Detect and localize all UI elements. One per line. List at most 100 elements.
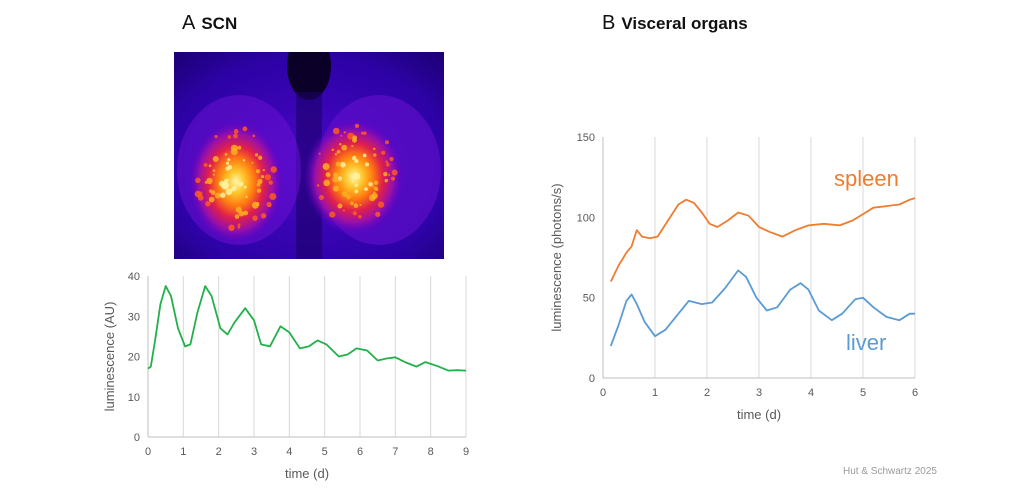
panel-b-label: Visceral organs: [621, 14, 748, 33]
cell-speckle: [331, 148, 334, 151]
cell-speckle: [256, 188, 262, 193]
cell-speckle: [319, 195, 325, 200]
x-tick-label: 4: [808, 387, 814, 399]
panel-b-title: B Visceral organs: [602, 12, 748, 35]
cell-speckle: [222, 182, 230, 190]
series-line-spleen: [609, 197, 916, 282]
cell-speckle: [332, 185, 340, 192]
cell-speckle: [260, 213, 267, 219]
cell-speckle: [363, 131, 367, 135]
cell-speckle: [235, 206, 242, 213]
cell-speckle: [373, 153, 377, 157]
cell-speckle: [340, 134, 343, 137]
cell-speckle: [234, 214, 240, 219]
cell-speckle: [258, 155, 263, 160]
x-tick-label: 7: [392, 446, 398, 458]
cell-speckle: [262, 168, 265, 172]
y-axis-label: luminescence (photons/s): [549, 183, 564, 331]
cell-speckle: [343, 131, 347, 134]
cell-speckle: [252, 134, 256, 138]
cell-speckle: [352, 211, 357, 216]
cell-speckle: [333, 127, 340, 135]
cell-speckle: [231, 186, 237, 192]
cell-speckle: [323, 179, 331, 187]
cell-speckle: [391, 169, 398, 176]
cell-speckle: [346, 194, 351, 200]
x-tick-label: 1: [180, 446, 186, 458]
cell-speckle: [373, 191, 376, 194]
cell-speckle: [325, 172, 331, 178]
cell-speckle: [268, 180, 273, 185]
cell-speckle: [342, 209, 346, 212]
cell-speckle: [368, 194, 376, 202]
cell-speckle: [225, 188, 233, 196]
cell-speckle: [375, 211, 381, 217]
cell-speckle: [351, 155, 357, 161]
cell-speckle: [245, 195, 248, 198]
cell-speckle: [238, 181, 244, 187]
panel-a-letter: A: [182, 12, 196, 34]
x-tick-label: 0: [145, 446, 151, 458]
series-line-scn: [147, 285, 467, 372]
cell-speckle: [334, 152, 338, 156]
cell-speckle: [322, 163, 330, 171]
cell-speckle: [373, 180, 379, 186]
cell-speckle: [220, 192, 226, 198]
scn-bioluminescence-image: [174, 52, 444, 259]
cell-speckle: [384, 178, 388, 183]
cell-speckle: [359, 203, 362, 206]
cell-speckle: [350, 201, 354, 206]
x-tick-label: 5: [860, 387, 866, 399]
cell-speckle: [384, 140, 389, 145]
x-tick-label: 6: [912, 387, 918, 399]
x-tick-label: 8: [428, 446, 434, 458]
x-tick-label: 2: [216, 446, 222, 458]
cell-speckle: [227, 158, 231, 162]
cell-speckle: [255, 169, 261, 174]
series-label-liver: liver: [846, 330, 886, 355]
series-label-spleen: spleen: [834, 166, 899, 191]
cell-speckle: [225, 166, 230, 171]
cell-speckle: [351, 144, 354, 148]
x-tick-label: 6: [357, 446, 363, 458]
cell-speckle: [381, 150, 386, 155]
cell-speckle: [243, 210, 249, 216]
cell-speckle: [210, 190, 216, 195]
cell-speckle: [371, 184, 374, 188]
cell-speckle: [389, 157, 394, 162]
cell-speckle: [223, 179, 228, 183]
y-tick-label: 150: [577, 132, 595, 144]
cell-speckle: [336, 149, 341, 154]
cell-speckle: [208, 164, 212, 168]
cell-speckle: [214, 192, 221, 199]
cell-speckle: [237, 145, 242, 150]
cell-speckle: [195, 177, 201, 184]
x-tick-label: 3: [756, 387, 762, 399]
cell-speckle: [341, 144, 348, 151]
y-axis-label: luminescence (AU): [102, 302, 117, 412]
cell-speckle: [377, 201, 385, 208]
cell-speckle: [233, 129, 239, 134]
cell-speckle: [243, 185, 247, 189]
cell-speckle: [255, 201, 260, 207]
cell-speckle: [354, 123, 360, 129]
cell-speckle: [203, 162, 208, 167]
cell-speckle: [385, 160, 389, 164]
cell-speckle: [361, 131, 365, 135]
cell-speckle: [339, 143, 342, 146]
cell-speckle: [270, 166, 277, 173]
y-tick-label: 10: [128, 392, 140, 404]
cell-speckle: [375, 188, 379, 192]
cell-speckle: [362, 153, 367, 158]
series-line-liver: [609, 269, 915, 347]
x-tick-label: 3: [251, 446, 257, 458]
cell-speckle: [230, 144, 238, 152]
x-tick-label: 0: [600, 387, 606, 399]
cell-speckle: [337, 203, 343, 209]
cell-speckle: [212, 156, 219, 162]
cell-speckle: [353, 172, 359, 177]
cell-speckle: [251, 161, 254, 164]
cell-speckle: [237, 223, 241, 227]
